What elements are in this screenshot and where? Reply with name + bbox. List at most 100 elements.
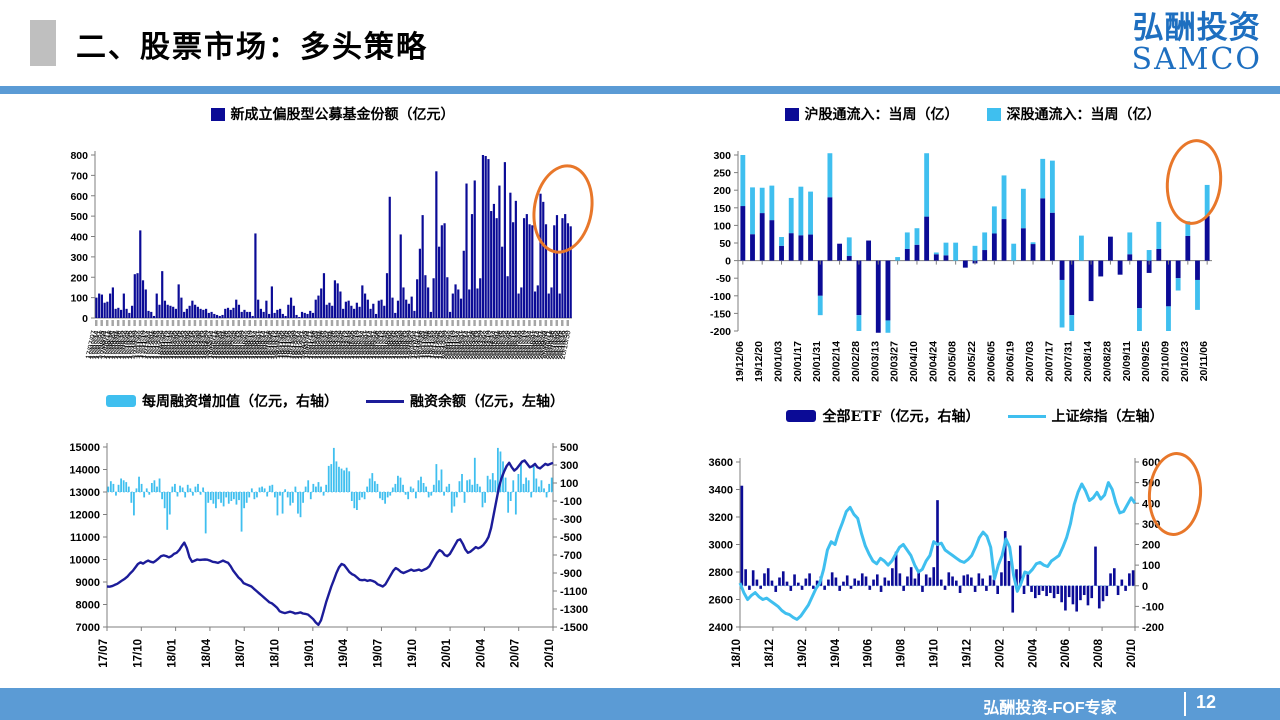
svg-text:-300: -300 [560, 514, 582, 526]
svg-text:-200: -200 [710, 326, 731, 338]
svg-text:700: 700 [70, 170, 88, 182]
svg-text:20/07/03: 20/07/03 [1024, 341, 1036, 382]
svg-text:200: 200 [70, 272, 88, 284]
svg-text:3000: 3000 [709, 540, 733, 552]
svg-text:-1500: -1500 [560, 622, 588, 634]
svg-text:-900: -900 [560, 568, 582, 580]
svg-text:13000: 13000 [69, 487, 100, 499]
svg-text:20/06/19: 20/06/19 [1005, 341, 1017, 382]
footer-slogan: 弘酬投资-FOF专家 [983, 700, 1117, 717]
legend-label: 沪股通流入：当周（亿） [804, 107, 959, 123]
svg-text:20/02/28: 20/02/28 [850, 341, 862, 382]
svg-text:100: 100 [560, 478, 578, 490]
footer-divider [1184, 692, 1186, 716]
svg-text:20/10: 20/10 [1126, 639, 1138, 668]
svg-text:20/09/25: 20/09/25 [1140, 341, 1152, 382]
svg-text:20/10/09: 20/10/09 [1160, 341, 1172, 382]
svg-text:20/03/27: 20/03/27 [889, 341, 901, 382]
svg-text:18/07: 18/07 [235, 639, 247, 668]
legend-item: 上证综指（左轴） [1007, 406, 1164, 426]
svg-text:500: 500 [560, 442, 578, 454]
svg-text:800: 800 [70, 150, 88, 162]
navy-line-swatch [366, 399, 404, 403]
svg-text:19/02: 19/02 [797, 639, 809, 668]
svg-text:19/04: 19/04 [830, 638, 842, 667]
svg-text:14000: 14000 [69, 465, 100, 477]
logo-en-text: SAMCO [1131, 42, 1262, 77]
svg-text:20/04: 20/04 [475, 638, 487, 667]
svg-text:20/04/24: 20/04/24 [927, 341, 939, 382]
svg-text:20/04: 20/04 [1027, 638, 1039, 667]
legend-item: 每周融资增加值（亿元，右轴） [106, 391, 338, 411]
svg-text:20/04/10: 20/04/10 [908, 341, 920, 382]
svg-text:20/07: 20/07 [510, 639, 522, 668]
sky-bar-swatch [106, 395, 136, 407]
title-accent-box [30, 20, 56, 66]
svg-text:3600: 3600 [709, 457, 733, 469]
legend-label: 深股通流入：当周（亿） [1006, 107, 1161, 123]
svg-text:18/10: 18/10 [731, 639, 743, 668]
chart-fund-issuance: 新成立偏股型公募基金份额（亿元） 800 700 600 500 400 300 200 10… [60, 103, 605, 385]
legend-label: 全部ETF（亿元，右轴） [822, 409, 980, 425]
svg-text:-700: -700 [560, 550, 582, 562]
svg-text:20/02: 20/02 [994, 639, 1006, 668]
header-rule [0, 86, 1280, 94]
svg-text:200: 200 [713, 185, 731, 197]
svg-text:20/11/06: 20/11/06 [1198, 341, 1210, 381]
svg-text:500: 500 [70, 211, 88, 223]
svg-text:11000: 11000 [70, 532, 100, 544]
svg-text:400: 400 [70, 232, 88, 244]
navy-square-swatch [784, 107, 799, 121]
svg-text:600: 600 [1142, 457, 1160, 469]
svg-text:19/10: 19/10 [407, 639, 419, 668]
svg-text:19/12/20: 19/12/20 [753, 341, 765, 382]
svg-text:20/07/17: 20/07/17 [1043, 341, 1055, 382]
svg-text:19/01: 19/01 [304, 638, 316, 667]
sky-line-swatch [1007, 414, 1046, 418]
page-number: 12 [1196, 692, 1217, 712]
svg-text:100: 100 [70, 293, 88, 305]
legend-item: 沪股通流入：当周（亿） [784, 104, 959, 124]
svg-text:17/07: 17/07 [98, 639, 110, 668]
svg-text:20/08: 20/08 [1093, 638, 1105, 667]
legend-item: 融资余额（亿元，左轴） [366, 391, 564, 411]
chart-etf-sse: 全部ETF（亿元，右轴） 上证综指（左轴） 3600 3400 3200 3000 28… [695, 405, 1255, 704]
svg-text:-100: -100 [560, 496, 582, 508]
legend-item: 全部ETF（亿元，右轴） [786, 406, 980, 426]
svg-text:20/06/05: 20/06/05 [985, 341, 997, 382]
svg-text:12000: 12000 [69, 510, 100, 522]
svg-text:20/03/13: 20/03/13 [869, 341, 881, 382]
svg-text:20/10: 20/10 [544, 639, 556, 668]
chart-fund-plot: 800 700 600 500 400 300 200 100 0 17/07/07 17/07/1… [60, 125, 605, 385]
svg-text:19/10: 19/10 [929, 639, 941, 668]
svg-text:8000: 8000 [76, 600, 100, 612]
svg-text:20/01/17: 20/01/17 [792, 341, 804, 382]
svg-text:19/12/06: 19/12/06 [734, 341, 746, 382]
footer-bar [0, 688, 1280, 720]
svg-text:-50: -50 [716, 273, 731, 285]
svg-text:18/04: 18/04 [201, 638, 213, 667]
svg-text:2800: 2800 [709, 567, 733, 579]
legend-item: 新成立偏股型公募基金份额（亿元） [210, 104, 455, 124]
chart-northbound-flows: 沪股通流入：当周（亿） 深股通流入：当周（亿） 300 250 200 150 100 5… [700, 103, 1245, 412]
chart-margin-plot: 15000 14000 13000 12000 11000 10000 9000 8000 70… [55, 412, 615, 702]
svg-text:-1100: -1100 [560, 586, 588, 598]
svg-text:18/01: 18/01 [167, 638, 179, 667]
svg-text:400: 400 [1142, 498, 1160, 510]
svg-text:19/08: 19/08 [896, 638, 908, 667]
legend-item: 深股通流入：当周（亿） [986, 104, 1161, 124]
svg-text:-100: -100 [1142, 601, 1164, 613]
svg-text:300: 300 [713, 150, 731, 162]
page-title: 二、股票市场：多头策略 [76, 30, 428, 65]
svg-text:9000: 9000 [76, 577, 100, 589]
svg-text:100: 100 [713, 220, 731, 232]
navy-bar-swatch [786, 410, 817, 422]
svg-text:3200: 3200 [709, 512, 733, 524]
svg-text:0: 0 [82, 313, 88, 325]
svg-text:20/02/14: 20/02/14 [831, 341, 843, 382]
logo-cn-text: 弘酬投资 [1132, 10, 1261, 45]
svg-text:-200: -200 [1142, 622, 1164, 634]
svg-text:17/10: 17/10 [132, 639, 144, 668]
legend-label: 融资余额（亿元，左轴） [410, 394, 564, 410]
